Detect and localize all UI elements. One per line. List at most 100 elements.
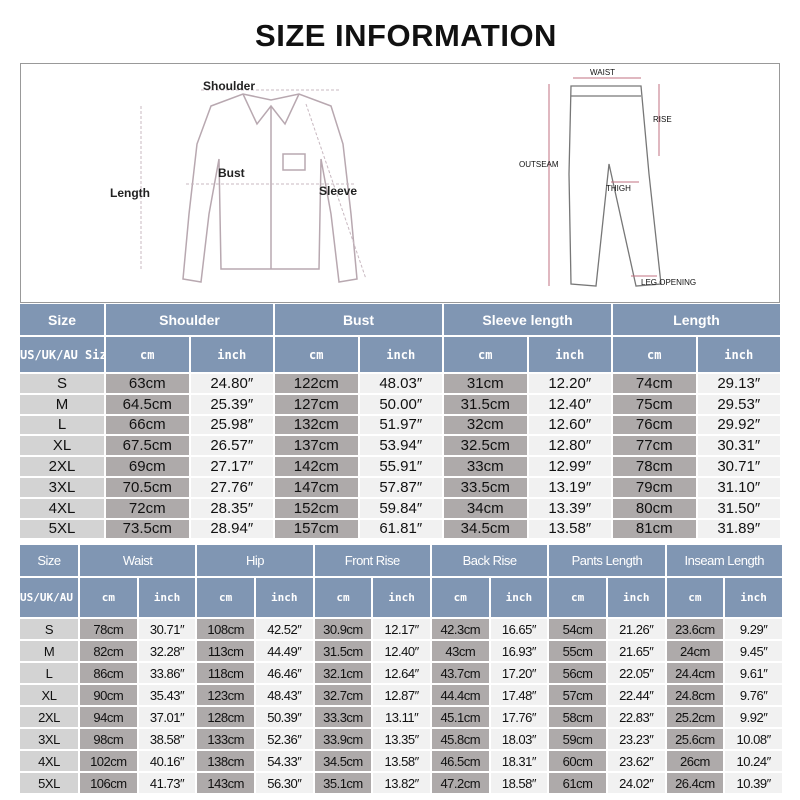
cm-value: 24.8cm bbox=[666, 685, 724, 705]
inch-value: 24.02″ bbox=[607, 773, 665, 793]
column-group-header: Hip bbox=[197, 545, 313, 576]
cm-value: 98cm bbox=[80, 729, 137, 749]
cm-value: 108cm bbox=[197, 619, 254, 639]
unit-inch-header: inch bbox=[490, 578, 548, 617]
cm-value: 54cm bbox=[549, 619, 606, 639]
shirt-measure-lines bbox=[140, 89, 367, 280]
cm-value: 46.5cm bbox=[431, 751, 489, 771]
inch-value: 18.03″ bbox=[490, 729, 548, 749]
pants-sketch bbox=[568, 85, 662, 287]
size-cell: 5XL bbox=[20, 519, 104, 539]
size-cell: 3XL bbox=[20, 729, 78, 749]
inch-value: 13.39″ bbox=[528, 498, 611, 518]
cm-value: 72cm bbox=[106, 498, 189, 518]
inch-value: 21.26″ bbox=[607, 619, 665, 639]
unit-cm-header: cm bbox=[314, 578, 372, 617]
inch-value: 17.76″ bbox=[490, 707, 548, 727]
cm-value: 25.6cm bbox=[666, 729, 724, 749]
inch-value: 9.61″ bbox=[725, 663, 782, 683]
inch-value: 38.58″ bbox=[138, 729, 196, 749]
inch-value: 13.11″ bbox=[373, 707, 430, 727]
cm-value: 81cm bbox=[613, 519, 696, 539]
cm-value: 32cm bbox=[444, 415, 527, 435]
cm-value: 23.6cm bbox=[666, 619, 724, 639]
cm-value: 94cm bbox=[80, 707, 137, 727]
table-row: 5XL 73.5cm 28.94″ 157cm 61.81″ 34.5cm 13.58″ 81… bbox=[20, 519, 780, 539]
size-cell: XL bbox=[20, 436, 104, 456]
table-row: S 63cm 24.80″ 122cm 48.03″ 31cm 12.20″ 74cm 29.1… bbox=[20, 374, 780, 393]
unit-inch-header: inch bbox=[359, 337, 442, 372]
cm-value: 26cm bbox=[666, 751, 724, 771]
cm-value: 43.7cm bbox=[431, 663, 489, 683]
inch-value: 50.39″ bbox=[255, 707, 313, 727]
inch-value: 26.57″ bbox=[190, 436, 273, 456]
cm-value: 25.2cm bbox=[666, 707, 724, 727]
size-cell: XL bbox=[20, 685, 78, 705]
size-subheader: US/UK/AU Size bbox=[20, 337, 104, 372]
cm-value: 77cm bbox=[613, 436, 696, 456]
inch-value: 37.01″ bbox=[138, 707, 196, 727]
inch-value: 29.92″ bbox=[697, 415, 780, 435]
inch-value: 12.80″ bbox=[528, 436, 611, 456]
cm-value: 47.2cm bbox=[431, 773, 489, 793]
cm-value: 63cm bbox=[106, 374, 189, 393]
inch-value: 53.94″ bbox=[359, 436, 442, 456]
table-row: M 64.5cm 25.39″ 127cm 50.00″ 31.5cm 12.40″ 75cm… bbox=[20, 394, 780, 414]
inch-value: 48.03″ bbox=[359, 374, 442, 393]
cm-value: 106cm bbox=[80, 773, 137, 793]
cm-value: 45.1cm bbox=[431, 707, 489, 727]
inch-value: 31.50″ bbox=[697, 498, 780, 518]
inch-value: 59.84″ bbox=[359, 498, 442, 518]
inch-value: 13.58″ bbox=[528, 519, 611, 539]
unit-inch-header: inch bbox=[528, 337, 611, 372]
unit-row: US/UK/AU Sizecminchcminchcminchcminchcmi… bbox=[20, 578, 782, 617]
inch-value: 56.30″ bbox=[255, 773, 313, 793]
size-cell: S bbox=[20, 374, 104, 393]
column-group-header: Sleeve length bbox=[444, 304, 611, 335]
unit-cm-header: cm bbox=[197, 578, 254, 617]
cm-value: 60cm bbox=[549, 751, 606, 771]
cm-value: 34.5cm bbox=[444, 519, 527, 539]
cm-value: 30.9cm bbox=[314, 619, 372, 639]
size-cell: L bbox=[20, 663, 78, 683]
cm-value: 86cm bbox=[80, 663, 137, 683]
cm-value: 70.5cm bbox=[106, 477, 189, 497]
inch-value: 16.65″ bbox=[490, 619, 548, 639]
cm-value: 61cm bbox=[549, 773, 606, 793]
unit-cm-header: cm bbox=[431, 578, 489, 617]
page-title: SIZE INFORMATION bbox=[255, 18, 557, 53]
inch-value: 46.46″ bbox=[255, 663, 313, 683]
cm-value: 32.1cm bbox=[314, 663, 372, 683]
inch-value: 28.35″ bbox=[190, 498, 273, 518]
inch-value: 23.62″ bbox=[607, 751, 665, 771]
inch-value: 17.20″ bbox=[490, 663, 548, 683]
unit-inch-header: inch bbox=[697, 337, 780, 372]
cm-value: 127cm bbox=[275, 394, 358, 414]
cm-value: 147cm bbox=[275, 477, 358, 497]
cm-value: 75cm bbox=[613, 394, 696, 414]
cm-value: 122cm bbox=[275, 374, 358, 393]
inch-value: 29.53″ bbox=[697, 394, 780, 414]
inch-value: 9.92″ bbox=[725, 707, 782, 727]
unit-inch-header: inch bbox=[607, 578, 665, 617]
bust-label: Bust bbox=[218, 166, 245, 180]
unit-row: US/UK/AU Sizecminchcminchcminchcminch bbox=[20, 337, 780, 372]
inch-value: 61.81″ bbox=[359, 519, 442, 539]
cm-value: 33cm bbox=[444, 457, 527, 476]
inch-value: 55.91″ bbox=[359, 457, 442, 476]
cm-value: 90cm bbox=[80, 685, 137, 705]
inch-value: 22.05″ bbox=[607, 663, 665, 683]
inch-value: 33.86″ bbox=[138, 663, 196, 683]
cm-value: 80cm bbox=[613, 498, 696, 518]
inch-value: 41.73″ bbox=[138, 773, 196, 793]
inch-value: 50.00″ bbox=[359, 394, 442, 414]
cm-value: 56cm bbox=[549, 663, 606, 683]
column-group-header: Length bbox=[613, 304, 780, 335]
inch-value: 25.98″ bbox=[190, 415, 273, 435]
cm-value: 74cm bbox=[613, 374, 696, 393]
size-cell: 5XL bbox=[20, 773, 78, 793]
cm-value: 33.9cm bbox=[314, 729, 372, 749]
table-row: 2XL 94cm 37.01″ 128cm 50.39″ 33.3cm 13.11″ 45.1… bbox=[20, 707, 782, 727]
cm-value: 128cm bbox=[197, 707, 254, 727]
cm-value: 26.4cm bbox=[666, 773, 724, 793]
